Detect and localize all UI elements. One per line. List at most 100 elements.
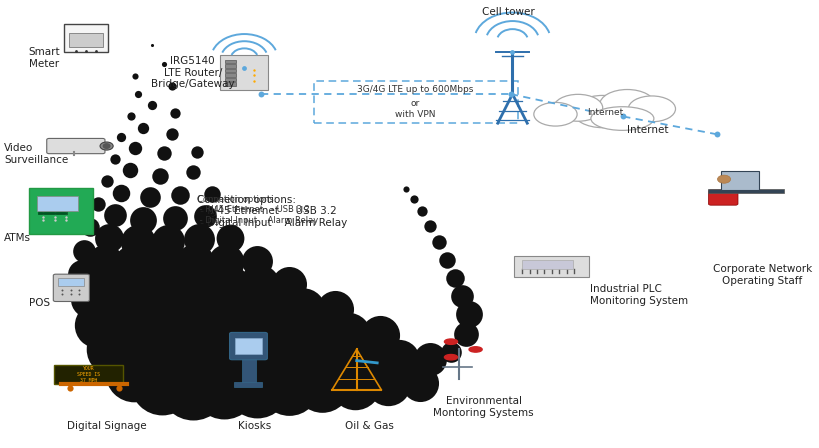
Point <box>444 348 457 355</box>
Point <box>145 102 158 109</box>
Point <box>131 238 144 246</box>
Text: IRG5140
LTE Router/
Bridge/Gateway: IRG5140 LTE Router/ Bridge/Gateway <box>151 56 234 89</box>
Text: 3G/4G LTE up to 600Mbps: 3G/4G LTE up to 600Mbps <box>356 85 473 94</box>
Ellipse shape <box>533 103 577 126</box>
Point <box>200 310 213 317</box>
Text: Digital Signage: Digital Signage <box>66 421 147 431</box>
Point <box>220 283 233 290</box>
FancyBboxPatch shape <box>234 338 262 354</box>
Point <box>115 133 128 140</box>
Point <box>188 260 201 267</box>
Point <box>56 287 69 294</box>
Point <box>250 382 263 389</box>
Point <box>264 307 277 314</box>
Point <box>223 235 236 242</box>
Point <box>168 214 181 221</box>
FancyBboxPatch shape <box>224 64 236 68</box>
FancyBboxPatch shape <box>58 278 84 286</box>
FancyBboxPatch shape <box>219 55 268 90</box>
Ellipse shape <box>468 347 482 352</box>
Point <box>157 150 170 157</box>
Point <box>217 383 230 390</box>
Point <box>448 274 461 281</box>
Text: Oil & Gas: Oil & Gas <box>344 421 393 431</box>
Text: Cell tower: Cell tower <box>482 7 534 17</box>
Point <box>98 283 111 290</box>
Point <box>505 48 518 55</box>
Text: Video
Surveillance: Video Surveillance <box>4 143 68 165</box>
Ellipse shape <box>444 339 457 345</box>
Point <box>112 384 125 391</box>
Point <box>360 357 373 364</box>
Point <box>78 247 91 254</box>
Point <box>245 334 258 341</box>
Point <box>131 90 144 98</box>
Point <box>232 309 245 316</box>
Text: Connetion options:
 - RJ45 Ethernet   - USB 3.2
 - Digital Input    Alarm Relay: Connetion options: - RJ45 Ethernet - USB… <box>197 195 318 225</box>
Point <box>153 172 166 179</box>
Point <box>48 217 61 224</box>
Text: Internet: Internet <box>627 125 667 135</box>
Point <box>186 169 199 176</box>
Point <box>254 90 267 98</box>
Point <box>37 217 50 224</box>
Point <box>186 383 199 390</box>
Point <box>72 287 85 294</box>
Point <box>423 223 437 230</box>
Point <box>108 211 121 219</box>
FancyBboxPatch shape <box>224 69 236 72</box>
Point <box>247 77 260 84</box>
Point <box>72 290 85 297</box>
Point <box>407 196 420 203</box>
Point <box>90 321 103 328</box>
Point <box>261 359 274 366</box>
FancyBboxPatch shape <box>514 256 588 277</box>
Point <box>381 380 394 387</box>
Point <box>124 113 138 120</box>
Point <box>462 310 475 317</box>
Point <box>310 332 323 340</box>
Point <box>415 208 428 215</box>
Point <box>82 296 95 303</box>
Point <box>348 380 361 388</box>
Point <box>205 190 218 197</box>
FancyBboxPatch shape <box>708 189 783 193</box>
Point <box>145 41 158 48</box>
Point <box>413 379 426 387</box>
Point <box>315 381 328 388</box>
FancyBboxPatch shape <box>64 24 108 52</box>
Text: Environmental
Montoring Systems: Environmental Montoring Systems <box>433 396 533 418</box>
Point <box>137 311 150 318</box>
Point <box>106 346 120 353</box>
FancyBboxPatch shape <box>29 188 93 234</box>
Point <box>143 194 156 201</box>
Point <box>64 287 77 294</box>
FancyBboxPatch shape <box>522 260 572 269</box>
Point <box>180 336 193 343</box>
Text: POS: POS <box>29 298 50 308</box>
Point <box>157 60 170 67</box>
Point <box>48 210 61 217</box>
Point <box>161 237 174 245</box>
Text: Internet: Internet <box>586 108 622 117</box>
Ellipse shape <box>599 90 654 120</box>
Text: or: or <box>410 99 419 108</box>
Point <box>60 213 73 220</box>
FancyBboxPatch shape <box>224 82 236 86</box>
Ellipse shape <box>100 142 113 150</box>
Point <box>100 178 113 185</box>
Point <box>156 379 169 387</box>
Point <box>250 257 263 264</box>
Point <box>229 359 242 366</box>
Ellipse shape <box>717 175 730 183</box>
Point <box>423 356 437 363</box>
Point <box>129 73 142 80</box>
Point <box>70 47 83 54</box>
Point <box>440 256 453 263</box>
Point <box>392 356 405 363</box>
Point <box>283 281 296 288</box>
Point <box>137 124 150 131</box>
FancyBboxPatch shape <box>37 196 78 211</box>
FancyBboxPatch shape <box>720 171 758 190</box>
Point <box>60 217 73 224</box>
